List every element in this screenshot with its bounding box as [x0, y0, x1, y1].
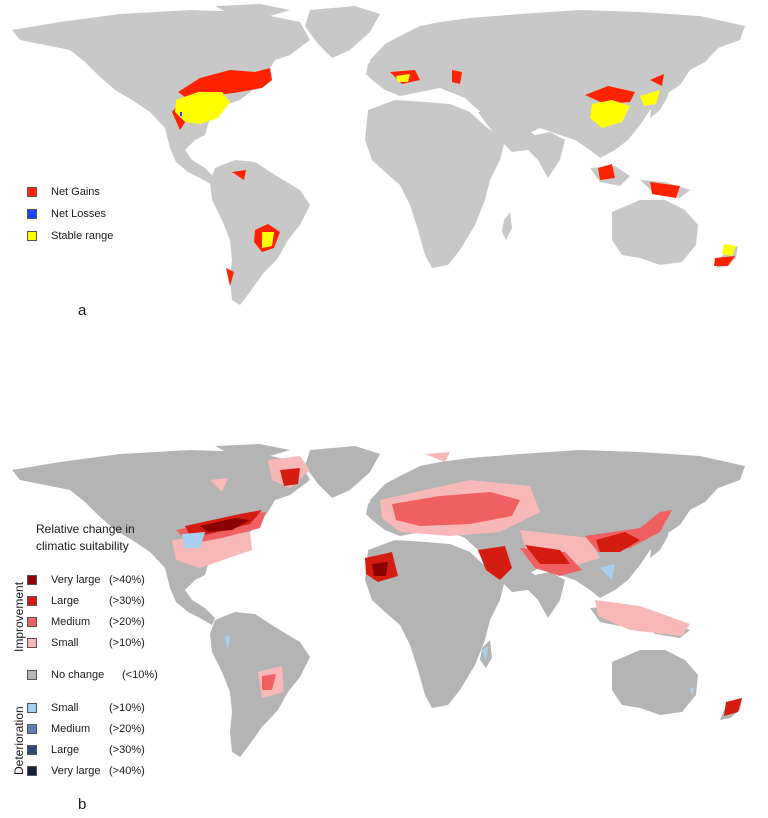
- large-improvement-swatch: [27, 596, 37, 606]
- legend-title-line1: Relative change in: [36, 522, 135, 536]
- legend-pct: (>20%): [109, 616, 145, 628]
- medium-deterioration-swatch: [27, 724, 37, 734]
- net-losses-swatch: [27, 209, 37, 219]
- legend-pct: (>40%): [109, 574, 145, 586]
- stable-range-swatch: [27, 231, 37, 241]
- legend-label: Net Losses: [51, 208, 107, 220]
- legend-label: Medium: [51, 616, 91, 628]
- legend-item-very-large-improvement: Very large (>40%): [27, 574, 167, 586]
- legend-label: Large: [51, 595, 80, 607]
- legend-item-large-deterioration: Large (>30%): [27, 744, 167, 756]
- legend-pct: (>30%): [109, 595, 145, 607]
- legend-pct: (>10%): [109, 637, 145, 649]
- net-losses-regions: [180, 112, 182, 116]
- legend-item-stable-range: Stable range: [27, 230, 113, 242]
- legend-label: Very large: [51, 574, 101, 586]
- small-improvement-swatch: [27, 638, 37, 648]
- land-a: [12, 4, 745, 305]
- legend-item-medium-improvement: Medium (>20%): [27, 616, 167, 628]
- very-large-improvement-swatch: [27, 575, 37, 585]
- legend-pct: (<10%): [122, 669, 158, 681]
- world-map-b: [12, 444, 745, 757]
- legend-pct: (>20%): [109, 723, 145, 735]
- small-deterioration-regions: [182, 532, 694, 696]
- legend-label: Small: [51, 637, 79, 649]
- panel-b-letter: b: [78, 796, 87, 813]
- legend-item-net-losses: Net Losses: [27, 208, 106, 220]
- legend-pct: (>30%): [109, 744, 145, 756]
- very-large-improvement-regions: [200, 518, 388, 576]
- net-gains-swatch: [27, 187, 37, 197]
- deterioration-group-label: Deterioration: [12, 706, 26, 775]
- legend-item-large-improvement: Large (>30%): [27, 595, 167, 607]
- legend-pct: (>10%): [109, 702, 145, 714]
- legend-title-line2: climatic suitability: [36, 539, 129, 553]
- legend-item-very-large-deterioration: Very large (>40%): [27, 765, 167, 777]
- small-deterioration-swatch: [27, 703, 37, 713]
- panel-a: Net Gains Net Losses Stable range a: [0, 0, 768, 330]
- legend-label: Small: [51, 702, 79, 714]
- world-map-a: [12, 4, 745, 305]
- legend-label: No change: [51, 669, 105, 681]
- legend-label: Very large: [51, 765, 101, 777]
- legend-label: Net Gains: [51, 186, 100, 198]
- very-large-deterioration-swatch: [27, 766, 37, 776]
- legend-label: Large: [51, 744, 80, 756]
- legend-item-medium-deterioration: Medium (>20%): [27, 723, 167, 735]
- improvement-group-label: Improvement: [12, 581, 26, 652]
- panel-a-letter: a: [78, 302, 87, 319]
- legend-item-no-change: No change (<10%): [27, 669, 167, 681]
- stable-range-regions: [175, 74, 736, 256]
- legend-item-small-improvement: Small (>10%): [27, 637, 167, 649]
- legend-label: Stable range: [51, 230, 114, 242]
- large-deterioration-swatch: [27, 745, 37, 755]
- no-change-swatch: [27, 670, 37, 680]
- panel-b: Relative change in climatic suitability …: [0, 440, 768, 818]
- legend-item-net-gains: Net Gains: [27, 186, 100, 198]
- legend-pct: (>40%): [109, 765, 145, 777]
- medium-improvement-swatch: [27, 617, 37, 627]
- legend-item-small-deterioration: Small (>10%): [27, 702, 167, 714]
- legend-label: Medium: [51, 723, 91, 735]
